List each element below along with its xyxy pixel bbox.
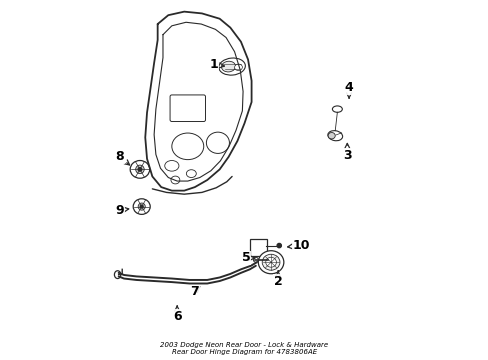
Text: 2: 2 bbox=[273, 271, 282, 288]
Ellipse shape bbox=[130, 161, 149, 178]
Ellipse shape bbox=[327, 132, 335, 139]
Text: 3: 3 bbox=[342, 143, 351, 162]
Circle shape bbox=[277, 243, 281, 248]
Ellipse shape bbox=[171, 133, 203, 159]
Text: 7: 7 bbox=[190, 285, 200, 298]
FancyBboxPatch shape bbox=[250, 239, 266, 256]
Text: 5: 5 bbox=[242, 252, 254, 265]
Text: 4: 4 bbox=[344, 81, 353, 98]
Ellipse shape bbox=[186, 170, 196, 177]
Ellipse shape bbox=[234, 64, 242, 71]
Circle shape bbox=[140, 205, 143, 208]
Ellipse shape bbox=[262, 254, 279, 270]
Circle shape bbox=[135, 165, 144, 174]
Ellipse shape bbox=[133, 199, 150, 215]
Ellipse shape bbox=[265, 257, 276, 267]
Text: 8: 8 bbox=[115, 150, 129, 165]
Ellipse shape bbox=[171, 176, 180, 184]
Circle shape bbox=[138, 168, 142, 171]
Text: 10: 10 bbox=[287, 239, 309, 252]
Ellipse shape bbox=[258, 251, 283, 274]
Text: 6: 6 bbox=[172, 306, 181, 323]
Ellipse shape bbox=[221, 61, 235, 72]
Ellipse shape bbox=[219, 58, 245, 75]
Circle shape bbox=[138, 203, 145, 210]
Text: 1: 1 bbox=[209, 58, 224, 71]
Ellipse shape bbox=[332, 106, 342, 112]
Ellipse shape bbox=[327, 131, 342, 141]
FancyBboxPatch shape bbox=[170, 95, 205, 122]
Ellipse shape bbox=[164, 161, 179, 171]
Ellipse shape bbox=[206, 132, 229, 153]
Circle shape bbox=[253, 257, 258, 262]
Text: 9: 9 bbox=[115, 204, 128, 217]
Ellipse shape bbox=[114, 271, 121, 279]
Text: 2003 Dodge Neon Rear Door - Lock & Hardware
Rear Door Hinge Diagram for 4783806A: 2003 Dodge Neon Rear Door - Lock & Hardw… bbox=[160, 342, 328, 355]
